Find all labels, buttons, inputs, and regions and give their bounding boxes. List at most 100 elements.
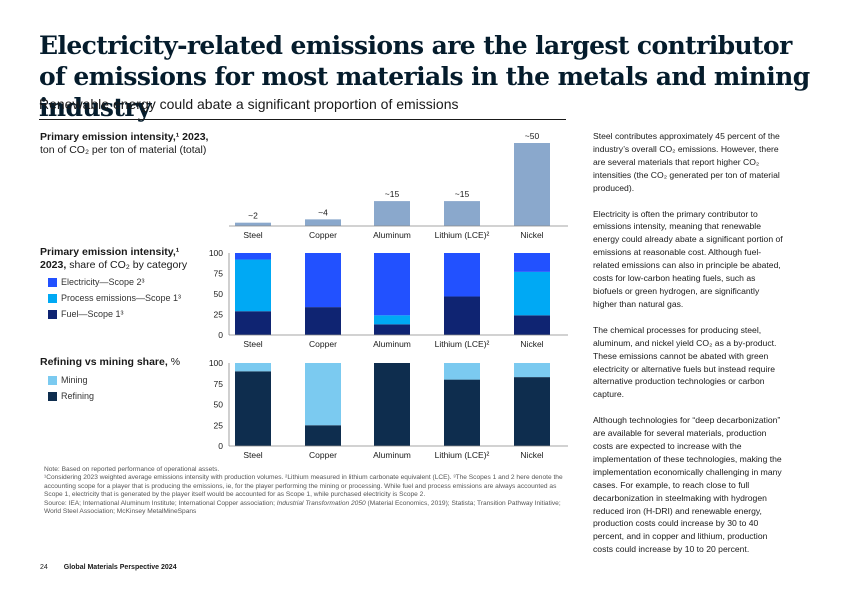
sidebar-text: Steel contributes approximately 45 perce… [593, 130, 783, 569]
intensity-category-label: Lithium (LCE)² [435, 230, 490, 240]
refining-bar-refining [444, 379, 480, 446]
share-ytick-label: 75 [214, 269, 224, 279]
refining-section-title: Refining vs mining share, % [40, 356, 180, 369]
sidebar-paragraph: Although technologies for “deep decarbon… [593, 415, 782, 555]
source-italic: Industrial Transformation 2050 [276, 499, 366, 507]
notes-block: Note: Based on reported performance of o… [44, 466, 564, 516]
legend-refining-label: Refining [61, 391, 95, 401]
source-prefix: Source: IEA; International Aluminum Inst… [44, 499, 277, 507]
intensity-bar [514, 143, 550, 226]
legend-mining: Mining [48, 375, 88, 385]
legend-fuel-swatch [48, 309, 57, 319]
page-footer: 24 Global Materials Perspective 2024 [40, 564, 177, 571]
refining-title-bold: Refining vs mining share, [40, 356, 168, 368]
refining-bar-mining [514, 363, 550, 378]
refining-bar-mining [305, 363, 341, 426]
refining-bar-mining [235, 363, 271, 372]
refining-ytick-label: 75 [214, 379, 224, 389]
legend-process: Process emissions—Scope 1³ [48, 293, 181, 303]
share-bar-electricity [514, 253, 550, 272]
intensity-section-title: Primary emission intensity,¹ 2023, ton o… [40, 131, 208, 156]
intensity-category-label: Aluminum [373, 230, 411, 240]
share-category-label: Lithium (LCE)² [435, 339, 490, 349]
intensity-data-label: ~4 [318, 207, 328, 217]
intensity-title-rest: ton of CO₂ per ton of material (total) [40, 143, 207, 156]
share-ytick-label: 25 [214, 310, 224, 320]
intensity-title-bold: Primary emission intensity,¹ 2023, [40, 131, 209, 143]
share-bar-process [514, 271, 550, 316]
intensity-category-label: Copper [309, 230, 337, 240]
intensity-bar [374, 201, 410, 226]
share-bar-electricity [235, 253, 271, 260]
refining-ytick-label: 25 [214, 420, 224, 430]
sidebar-paragraph: Electricity is often the primary contrib… [593, 208, 783, 309]
share-bar-electricity [444, 253, 480, 297]
share-bar-fuel [374, 324, 410, 335]
legend-electricity-label: Electricity—Scope 2³ [61, 277, 145, 287]
share-title-bold: Primary emission intensity,¹ 2023, [40, 246, 180, 271]
share-ytick-label: 0 [218, 330, 223, 340]
share-section-title: Primary emission intensity,¹ 2023, share… [40, 246, 200, 271]
intensity-data-label: ~15 [385, 189, 400, 199]
share-bar-process [235, 259, 271, 312]
sidebar-paragraph: Steel contributes approximately 45 perce… [593, 131, 780, 193]
intensity-category-label: Steel [243, 230, 262, 240]
legend-mining-label: Mining [61, 375, 88, 385]
refining-ytick-label: 100 [209, 358, 223, 368]
refining-title-rest: % [170, 356, 181, 368]
refining-category-label: Steel [243, 450, 262, 460]
share-category-label: Aluminum [373, 339, 411, 349]
refining-bar-refining [305, 425, 341, 446]
refining-bar-refining [235, 371, 271, 446]
legend-fuel: Fuel—Scope 1³ [48, 309, 124, 319]
refining-bar-refining [374, 363, 410, 446]
share-title-rest: share of CO₂ by category [69, 258, 188, 271]
intensity-category-label: Nickel [520, 230, 543, 240]
share-category-label: Steel [243, 339, 262, 349]
share-bar-fuel [514, 315, 550, 335]
footnotes-text: ¹Considering 2023 weighted average emiss… [44, 474, 563, 499]
refining-category-label: Aluminum [373, 450, 411, 460]
share-bar-fuel [305, 307, 341, 335]
refining-bar-refining [514, 377, 550, 446]
refining-ytick-label: 50 [214, 400, 224, 410]
intensity-bar [444, 201, 480, 226]
legend-electricity-swatch [48, 277, 57, 287]
share-category-label: Nickel [520, 339, 543, 349]
share-ytick-label: 50 [214, 289, 224, 299]
intensity-data-label: ~2 [248, 211, 258, 221]
share-bar-electricity [374, 253, 410, 316]
sidebar-paragraph: The chemical processes for producing ste… [593, 324, 777, 400]
legend-mining-swatch [48, 375, 57, 385]
share-bar-process [374, 315, 410, 325]
share-bar-fuel [235, 311, 271, 335]
page-title: Electricity-related emissions are the la… [39, 31, 810, 122]
legend-process-swatch [48, 293, 57, 303]
share-bar-fuel [444, 296, 480, 335]
intensity-bar [305, 219, 341, 226]
intensity-data-label: ~15 [455, 189, 470, 199]
legend-electricity: Electricity—Scope 2³ [48, 277, 145, 287]
title-divider [39, 119, 566, 120]
refining-category-label: Lithium (LCE)² [435, 450, 490, 460]
note-text: Note: Based on reported performance of o… [44, 466, 220, 473]
refining-category-label: Nickel [520, 450, 543, 460]
source-suffix: (Material Economics, 2019); Statista; Tr… [44, 499, 561, 516]
share-category-label: Copper [309, 339, 337, 349]
page-number: 24 [40, 564, 48, 571]
legend-fuel-label: Fuel—Scope 1³ [61, 309, 124, 319]
intensity-data-label: ~50 [525, 131, 540, 141]
publication-name: Global Materials Perspective 2024 [63, 564, 177, 571]
legend-refining: Refining [48, 391, 94, 401]
share-ytick-label: 100 [209, 248, 223, 258]
refining-bar-mining [444, 363, 480, 380]
legend-process-label: Process emissions—Scope 1³ [61, 293, 182, 303]
refining-ytick-label: 0 [218, 441, 223, 451]
source-text: Source: IEA; International Aluminum Inst… [44, 500, 564, 517]
page-subtitle: Renewable energy could abate a significa… [39, 96, 459, 112]
intensity-bar [235, 222, 271, 226]
legend-refining-swatch [48, 391, 57, 401]
share-bar-electricity [305, 253, 341, 308]
refining-category-label: Copper [309, 450, 337, 460]
